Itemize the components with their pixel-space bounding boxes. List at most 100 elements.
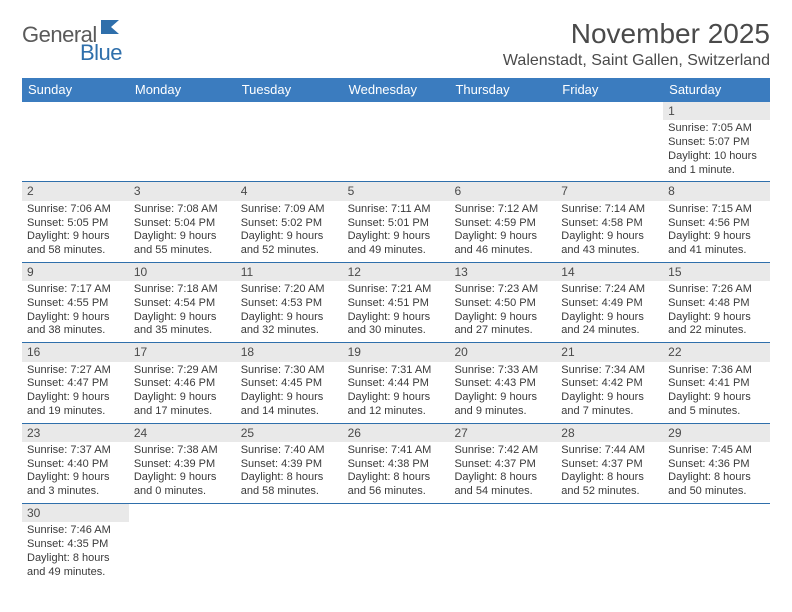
daylight-text: Daylight: 9 hours and 9 minutes. <box>454 391 551 419</box>
day-number: 12 <box>343 263 450 281</box>
day-details: Sunrise: 7:34 AMSunset: 4:42 PMDaylight:… <box>556 362 663 423</box>
day-number: 15 <box>663 263 770 281</box>
calendar-cell: 3Sunrise: 7:08 AMSunset: 5:04 PMDaylight… <box>129 182 236 261</box>
calendar-cell: 24Sunrise: 7:38 AMSunset: 4:39 PMDayligh… <box>129 424 236 503</box>
day-number: 11 <box>236 263 343 281</box>
calendar-cell: 17Sunrise: 7:29 AMSunset: 4:46 PMDayligh… <box>129 343 236 422</box>
daylight-text: Daylight: 9 hours and 32 minutes. <box>241 311 338 339</box>
sunset-text: Sunset: 4:37 PM <box>454 458 551 472</box>
daylight-text: Daylight: 9 hours and 52 minutes. <box>241 230 338 258</box>
day-details: Sunrise: 7:30 AMSunset: 4:45 PMDaylight:… <box>236 362 343 423</box>
calendar-cell <box>663 504 770 583</box>
sunset-text: Sunset: 4:51 PM <box>348 297 445 311</box>
calendar-cell <box>343 504 450 583</box>
day-header: Wednesday <box>343 78 450 102</box>
day-details: Sunrise: 7:06 AMSunset: 5:05 PMDaylight:… <box>22 201 129 262</box>
flag-icon <box>101 20 121 38</box>
sunrise-text: Sunrise: 7:40 AM <box>241 444 338 458</box>
calendar-cell: 28Sunrise: 7:44 AMSunset: 4:37 PMDayligh… <box>556 424 663 503</box>
sunrise-text: Sunrise: 7:34 AM <box>561 364 658 378</box>
sunrise-text: Sunrise: 7:45 AM <box>668 444 765 458</box>
day-number: 6 <box>449 182 556 200</box>
day-number: 27 <box>449 424 556 442</box>
day-header: Monday <box>129 78 236 102</box>
calendar-week-row: 1Sunrise: 7:05 AMSunset: 5:07 PMDaylight… <box>22 102 770 182</box>
day-number: 18 <box>236 343 343 361</box>
day-details: Sunrise: 7:29 AMSunset: 4:46 PMDaylight:… <box>129 362 236 423</box>
day-details: Sunrise: 7:26 AMSunset: 4:48 PMDaylight:… <box>663 281 770 342</box>
day-details: Sunrise: 7:36 AMSunset: 4:41 PMDaylight:… <box>663 362 770 423</box>
sunset-text: Sunset: 4:59 PM <box>454 217 551 231</box>
sunrise-text: Sunrise: 7:08 AM <box>134 203 231 217</box>
sunrise-text: Sunrise: 7:18 AM <box>134 283 231 297</box>
day-details: Sunrise: 7:11 AMSunset: 5:01 PMDaylight:… <box>343 201 450 262</box>
day-number: 13 <box>449 263 556 281</box>
calendar-cell: 26Sunrise: 7:41 AMSunset: 4:38 PMDayligh… <box>343 424 450 503</box>
calendar-cell: 20Sunrise: 7:33 AMSunset: 4:43 PMDayligh… <box>449 343 556 422</box>
calendar-cell: 18Sunrise: 7:30 AMSunset: 4:45 PMDayligh… <box>236 343 343 422</box>
sunrise-text: Sunrise: 7:06 AM <box>27 203 124 217</box>
day-number: 2 <box>22 182 129 200</box>
calendar-cell <box>449 504 556 583</box>
day-details: Sunrise: 7:08 AMSunset: 5:04 PMDaylight:… <box>129 201 236 262</box>
day-details: Sunrise: 7:15 AMSunset: 4:56 PMDaylight:… <box>663 201 770 262</box>
sunset-text: Sunset: 4:45 PM <box>241 377 338 391</box>
daylight-text: Daylight: 8 hours and 50 minutes. <box>668 471 765 499</box>
calendar-cell: 5Sunrise: 7:11 AMSunset: 5:01 PMDaylight… <box>343 182 450 261</box>
calendar-cell: 1Sunrise: 7:05 AMSunset: 5:07 PMDaylight… <box>663 102 770 181</box>
day-details: Sunrise: 7:09 AMSunset: 5:02 PMDaylight:… <box>236 201 343 262</box>
sunset-text: Sunset: 4:54 PM <box>134 297 231 311</box>
day-details: Sunrise: 7:37 AMSunset: 4:40 PMDaylight:… <box>22 442 129 503</box>
calendar-cell: 21Sunrise: 7:34 AMSunset: 4:42 PMDayligh… <box>556 343 663 422</box>
sunset-text: Sunset: 4:43 PM <box>454 377 551 391</box>
day-header: Sunday <box>22 78 129 102</box>
day-details: Sunrise: 7:14 AMSunset: 4:58 PMDaylight:… <box>556 201 663 262</box>
day-details: Sunrise: 7:05 AMSunset: 5:07 PMDaylight:… <box>663 120 770 181</box>
sunrise-text: Sunrise: 7:37 AM <box>27 444 124 458</box>
day-number: 4 <box>236 182 343 200</box>
calendar-cell <box>22 102 129 181</box>
day-details: Sunrise: 7:42 AMSunset: 4:37 PMDaylight:… <box>449 442 556 503</box>
day-details: Sunrise: 7:38 AMSunset: 4:39 PMDaylight:… <box>129 442 236 503</box>
calendar-cell: 15Sunrise: 7:26 AMSunset: 4:48 PMDayligh… <box>663 263 770 342</box>
daylight-text: Daylight: 8 hours and 56 minutes. <box>348 471 445 499</box>
day-details: Sunrise: 7:17 AMSunset: 4:55 PMDaylight:… <box>22 281 129 342</box>
sunrise-text: Sunrise: 7:09 AM <box>241 203 338 217</box>
calendar-cell: 9Sunrise: 7:17 AMSunset: 4:55 PMDaylight… <box>22 263 129 342</box>
calendar-cell: 25Sunrise: 7:40 AMSunset: 4:39 PMDayligh… <box>236 424 343 503</box>
calendar-cell: 6Sunrise: 7:12 AMSunset: 4:59 PMDaylight… <box>449 182 556 261</box>
day-details: Sunrise: 7:46 AMSunset: 4:35 PMDaylight:… <box>22 522 129 583</box>
header: GeneralBlue November 2025 Walenstadt, Sa… <box>22 18 770 70</box>
daylight-text: Daylight: 9 hours and 46 minutes. <box>454 230 551 258</box>
calendar-cell: 7Sunrise: 7:14 AMSunset: 4:58 PMDaylight… <box>556 182 663 261</box>
calendar-cell <box>236 102 343 181</box>
sunset-text: Sunset: 4:40 PM <box>27 458 124 472</box>
sunset-text: Sunset: 4:41 PM <box>668 377 765 391</box>
sunset-text: Sunset: 4:38 PM <box>348 458 445 472</box>
daylight-text: Daylight: 9 hours and 27 minutes. <box>454 311 551 339</box>
sunset-text: Sunset: 4:55 PM <box>27 297 124 311</box>
day-number: 10 <box>129 263 236 281</box>
sunrise-text: Sunrise: 7:14 AM <box>561 203 658 217</box>
sunrise-text: Sunrise: 7:42 AM <box>454 444 551 458</box>
calendar-cell: 2Sunrise: 7:06 AMSunset: 5:05 PMDaylight… <box>22 182 129 261</box>
sunrise-text: Sunrise: 7:17 AM <box>27 283 124 297</box>
calendar-table: SundayMondayTuesdayWednesdayThursdayFrid… <box>22 78 770 583</box>
sunset-text: Sunset: 4:49 PM <box>561 297 658 311</box>
calendar-cell: 19Sunrise: 7:31 AMSunset: 4:44 PMDayligh… <box>343 343 450 422</box>
day-number: 3 <box>129 182 236 200</box>
daylight-text: Daylight: 8 hours and 58 minutes. <box>241 471 338 499</box>
daylight-text: Daylight: 9 hours and 5 minutes. <box>668 391 765 419</box>
day-details: Sunrise: 7:12 AMSunset: 4:59 PMDaylight:… <box>449 201 556 262</box>
sunset-text: Sunset: 4:50 PM <box>454 297 551 311</box>
sunrise-text: Sunrise: 7:33 AM <box>454 364 551 378</box>
day-details: Sunrise: 7:33 AMSunset: 4:43 PMDaylight:… <box>449 362 556 423</box>
sunset-text: Sunset: 4:35 PM <box>27 538 124 552</box>
day-details: Sunrise: 7:23 AMSunset: 4:50 PMDaylight:… <box>449 281 556 342</box>
sunrise-text: Sunrise: 7:29 AM <box>134 364 231 378</box>
day-details: Sunrise: 7:40 AMSunset: 4:39 PMDaylight:… <box>236 442 343 503</box>
calendar-cell <box>129 102 236 181</box>
sunrise-text: Sunrise: 7:23 AM <box>454 283 551 297</box>
logo-text-blue: Blue <box>80 40 122 65</box>
sunset-text: Sunset: 5:07 PM <box>668 136 765 150</box>
